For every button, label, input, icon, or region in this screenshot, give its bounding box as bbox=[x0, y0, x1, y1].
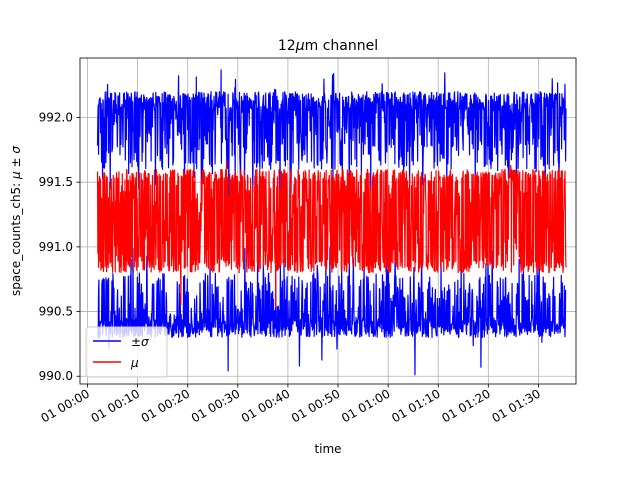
y-tick-label: 990.5 bbox=[39, 305, 73, 319]
y-tick-label: 991.0 bbox=[39, 240, 73, 254]
y-axis-label: space_counts_ch5: μ ± σ bbox=[9, 146, 23, 296]
y-tick-label: 990.0 bbox=[39, 369, 73, 383]
legend-label-mu: μ bbox=[130, 356, 139, 370]
y-tick-label: 991.5 bbox=[39, 175, 73, 189]
y-tick-label: 992.0 bbox=[39, 111, 73, 125]
legend-frame bbox=[85, 326, 168, 378]
chart-title: 12μm channel bbox=[278, 38, 378, 54]
series-layer bbox=[96, 69, 567, 376]
plot-frame bbox=[79, 57, 577, 385]
series-line-upper bbox=[96, 69, 567, 201]
series-line-mean bbox=[96, 160, 567, 309]
x-axis-label: time bbox=[314, 442, 341, 456]
legend-label-sigma: ±σ bbox=[131, 335, 149, 349]
legend: ±σ μ bbox=[85, 326, 168, 378]
